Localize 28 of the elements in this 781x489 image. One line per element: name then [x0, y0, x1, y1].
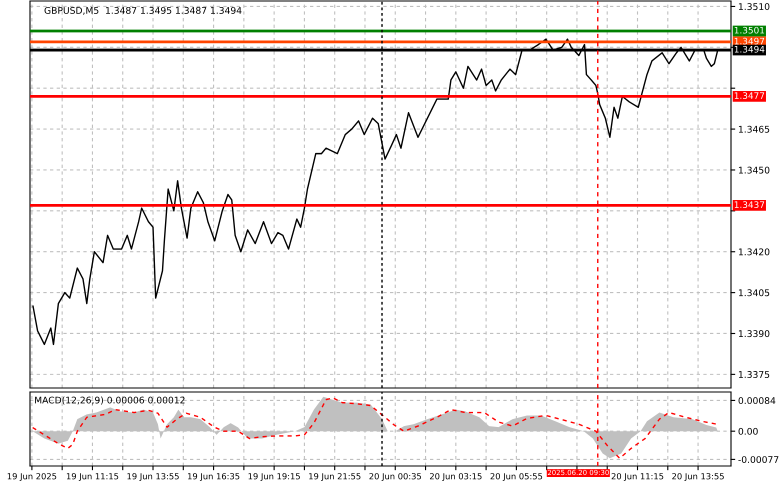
y-tick-label: 0.00	[738, 428, 758, 435]
x-tick-label: 19 Jun 13:55	[127, 473, 179, 481]
ref-line-label: 1.3494	[734, 46, 764, 53]
x-tick-label: 19 Jun 16:35	[188, 473, 240, 481]
y-tick-label: 0.00084	[738, 397, 776, 404]
y-tick-label: 1.3390	[738, 330, 770, 338]
y-tick-label: -0.00077	[738, 456, 778, 464]
x-tick-label: 19 Jun 11:15	[66, 473, 118, 481]
ref-line-label: 1.3501	[734, 26, 764, 34]
y-tick-label: 1.3510	[738, 3, 770, 10]
ref-line-label: 1.3497	[734, 38, 764, 44]
y-tick-label: 1.3420	[738, 248, 770, 256]
chart-title: MACD(12,26,9) 0.00006 0.00012	[35, 396, 185, 405]
y-tick-label: 1.3465	[738, 126, 770, 133]
x-tick-label: 20 Jun 05:55	[490, 473, 542, 481]
x-tick-label: 19 Jun 19:15	[248, 473, 300, 481]
x-tick-label: 20 Jun 00:35	[369, 473, 422, 481]
ref-line-label: 1.3477	[734, 92, 764, 99]
x-tick-label: 20 Jun 13:55	[672, 473, 724, 481]
x-tick-label: 19 Jun 21:55	[309, 473, 360, 481]
ref-line-label: 1.3437	[734, 201, 764, 208]
y-tick-label: 1.3375	[738, 371, 770, 378]
x-tick-label: 20 Jun 11:15	[612, 473, 664, 481]
y-tick-label: 1.3450	[738, 166, 770, 174]
text: GBPUSD,M5 1.3487 1.3495 1.3487 1.3494	[44, 6, 242, 15]
x-tick-label: 20 Jun 03:15	[430, 473, 482, 481]
x-tick-label: 19 Jun 2025	[8, 473, 56, 481]
y-tick-label: 1.3405	[738, 289, 770, 296]
